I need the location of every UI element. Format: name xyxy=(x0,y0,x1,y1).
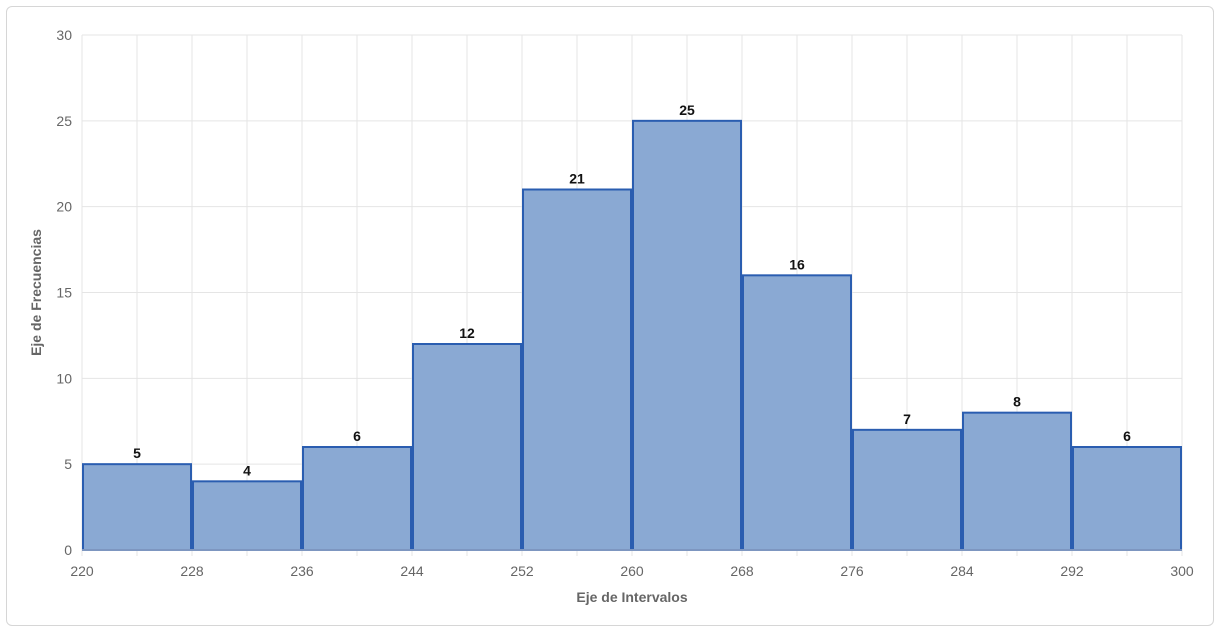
x-tick-label: 236 xyxy=(290,563,314,579)
x-tick-label: 260 xyxy=(620,563,644,579)
x-axis-title: Eje de Intervalos xyxy=(576,589,687,605)
y-tick-label: 0 xyxy=(64,542,72,558)
bar-value-label: 7 xyxy=(903,411,911,427)
y-tick-label: 30 xyxy=(56,27,72,43)
histogram-bar xyxy=(962,411,1072,551)
y-tick-label: 10 xyxy=(56,370,72,386)
y-tick-label: 25 xyxy=(56,113,72,129)
x-tick-label: 244 xyxy=(400,563,424,579)
histogram-bar xyxy=(1072,446,1182,551)
bar-value-label: 6 xyxy=(353,428,361,444)
y-tick-labels: 0 5 10 15 20 25 30 xyxy=(56,27,72,558)
bars xyxy=(82,119,1182,552)
x-tick-label: 268 xyxy=(730,563,754,579)
bar-value-label: 5 xyxy=(133,445,141,461)
x-tick-label: 228 xyxy=(180,563,204,579)
x-tick-label: 252 xyxy=(510,563,534,579)
bar-labels: 5 4 6 12 21 25 16 7 8 6 xyxy=(133,102,1131,479)
histogram-bar xyxy=(192,480,302,552)
y-tick-label: 20 xyxy=(56,199,72,215)
bar-value-label: 12 xyxy=(459,325,475,341)
histogram-bar xyxy=(742,274,852,551)
y-axis-title: Eje de Frecuencias xyxy=(28,229,44,356)
y-tick-label: 15 xyxy=(56,285,72,301)
bar-value-label: 4 xyxy=(243,462,251,478)
histogram-bar xyxy=(82,463,192,551)
x-tick-label: 220 xyxy=(70,563,94,579)
bar-value-label: 16 xyxy=(789,256,805,272)
bar-value-label: 21 xyxy=(569,171,585,187)
x-tick-label: 300 xyxy=(1170,563,1194,579)
histogram-bar xyxy=(302,446,412,551)
x-tick-label: 284 xyxy=(950,563,974,579)
bar-value-label: 8 xyxy=(1013,394,1021,410)
histogram-bar xyxy=(632,119,742,551)
histogram-bar xyxy=(412,343,522,551)
x-tick-label: 292 xyxy=(1060,563,1084,579)
histogram-bar xyxy=(522,188,632,551)
x-tick-label: 276 xyxy=(840,563,864,579)
x-tick-labels: 220 228 236 244 252 260 268 276 284 292 300 xyxy=(70,563,1194,579)
bar-value-label: 25 xyxy=(679,102,695,118)
y-tick-label: 5 xyxy=(64,456,72,472)
bar-value-label: 6 xyxy=(1123,428,1131,444)
histogram-bar xyxy=(852,428,962,552)
